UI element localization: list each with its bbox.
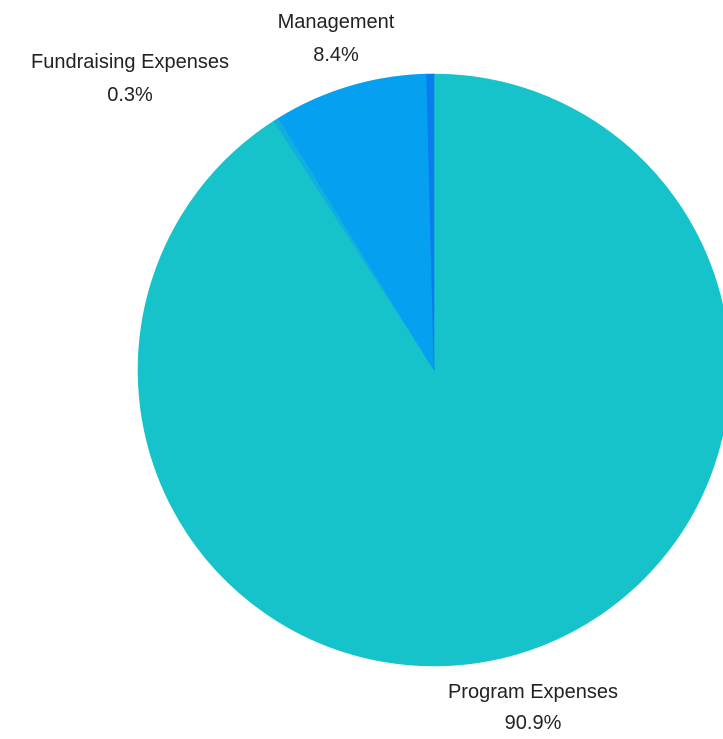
- pie-label-fundraising-expenses: Fundraising Expenses: [31, 51, 229, 73]
- pie-value-program-expenses: 90.9%: [505, 712, 562, 734]
- pie-slices: [137, 73, 723, 667]
- pie-slice-program-expenses: [137, 73, 723, 667]
- pie-value-fundraising-expenses: 0.3%: [107, 84, 153, 106]
- pie-labels: Program Expenses 90.9% Fundraising Expense…: [31, 11, 618, 734]
- pie-slice-unlabeled: [426, 73, 435, 371]
- pie-label-program-expenses: Program Expenses: [448, 681, 618, 703]
- pie-value-management: 8.4%: [313, 44, 359, 66]
- pie-label-management: Management: [278, 11, 395, 33]
- pie-slice-management: [278, 73, 435, 372]
